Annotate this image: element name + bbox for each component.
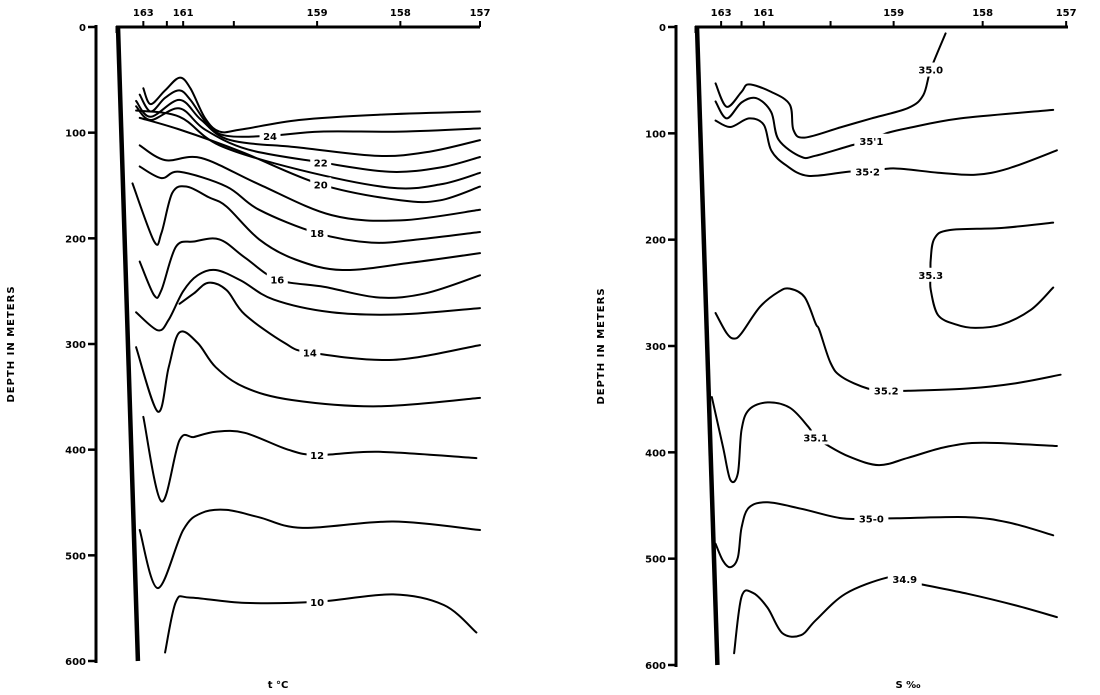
station-label: 158	[972, 8, 993, 19]
y-tick-label: 200	[645, 236, 666, 247]
contour-line-21	[135, 109, 481, 190]
contour-label: 20	[314, 180, 328, 191]
bottom-profile-line	[694, 26, 720, 666]
contour-line-35-0	[714, 32, 947, 139]
contour-line-12	[142, 415, 478, 503]
contour-label: 35·2	[855, 168, 880, 179]
y-axis-label: DEPTH IN METERS	[6, 285, 17, 402]
contour-line-35-2	[714, 117, 1058, 178]
contour-label: 16	[270, 276, 284, 287]
contour-label: 18	[310, 229, 324, 240]
station-label: 163	[711, 8, 732, 19]
contour-label: 35.3	[918, 271, 943, 282]
contour-label: 14	[303, 348, 317, 359]
contour-line-34-9	[733, 575, 1058, 655]
y-tick-label: 500	[645, 555, 666, 566]
contour-line-25	[142, 76, 481, 134]
contour-line-11	[138, 508, 481, 590]
contour-label-mask	[854, 511, 889, 526]
contour-line-15	[135, 268, 481, 332]
station-label: 161	[173, 8, 194, 19]
contour-line-13	[135, 330, 481, 413]
contour-line-19	[138, 144, 481, 222]
y-tick-label: 300	[65, 340, 86, 351]
contour-label-mask	[887, 571, 922, 586]
contour-label-mask	[310, 177, 332, 192]
x-axis-label: S ‰	[895, 680, 921, 691]
y-tick-label: 100	[65, 129, 86, 140]
y-tick-label: 600	[645, 661, 666, 672]
contour-label-mask	[266, 272, 288, 287]
contour-label: 34.9	[892, 575, 917, 586]
y-tick-label: 400	[645, 448, 666, 459]
contour-label: 35-0	[859, 514, 884, 525]
y-tick-label: 300	[645, 342, 666, 353]
y-tick-label: 600	[65, 657, 86, 668]
contour-label: 35'1	[859, 137, 883, 148]
contour-label: 10	[310, 598, 324, 609]
contour-line-16	[138, 237, 481, 299]
station-label: 163	[133, 8, 154, 19]
y-axis-label: DEPTH IN METERS	[596, 287, 607, 404]
contour-label: 24	[263, 132, 277, 143]
contour-line-24	[138, 89, 481, 138]
contour-label-mask	[299, 345, 321, 360]
contour-line-35-1	[710, 396, 1058, 484]
station-label: 157	[1056, 8, 1077, 19]
y-tick-label: 0	[659, 23, 666, 34]
contour-label-mask	[259, 128, 281, 143]
station-label: 159	[307, 8, 328, 19]
contour-label-mask	[913, 62, 948, 77]
y-tick-label: 100	[645, 129, 666, 140]
contour-line-17	[131, 182, 481, 272]
contour-label: 35.1	[803, 433, 828, 444]
station-label: 158	[390, 8, 411, 19]
y-tick-label: 400	[65, 446, 86, 457]
contour-line-23	[135, 98, 481, 158]
contour-line-35-2	[714, 287, 1062, 392]
salinity-section-panel: 0 100 200 300 400 500 600 DEPTH IN METERS 163 161…	[596, 8, 1077, 691]
contour-label-mask	[306, 226, 328, 241]
contour-label: 35.0	[918, 66, 943, 77]
contour-line-35-3	[929, 221, 1055, 329]
station-label: 159	[883, 8, 904, 19]
contour-label: 35.2	[874, 387, 899, 398]
contour-label: 12	[310, 451, 324, 462]
contour-label-mask	[913, 267, 948, 282]
contour-line-10	[164, 593, 478, 654]
contour-line-14	[178, 281, 481, 362]
contour-line-22	[135, 105, 481, 173]
x-axis-label: t °C	[268, 680, 289, 691]
contour-label: 22	[314, 158, 328, 169]
contour-label-mask	[850, 164, 885, 179]
station-label: 157	[470, 8, 491, 19]
bottom-profile-line	[115, 26, 141, 662]
y-tick-label: 0	[79, 23, 86, 34]
contour-label-mask	[854, 133, 889, 148]
contour-label-mask	[869, 383, 904, 398]
contour-line-18	[138, 165, 481, 244]
contour-label-mask	[306, 447, 328, 462]
contour-line-35-1	[714, 96, 1055, 160]
y-tick-label: 200	[65, 234, 86, 245]
y-tick-label: 500	[65, 551, 86, 562]
contour-label-mask	[306, 594, 328, 609]
station-label: 161	[753, 8, 774, 19]
contour-line-35-0	[714, 501, 1055, 569]
contour-label-mask	[798, 430, 833, 445]
contour-label-mask	[310, 155, 332, 170]
